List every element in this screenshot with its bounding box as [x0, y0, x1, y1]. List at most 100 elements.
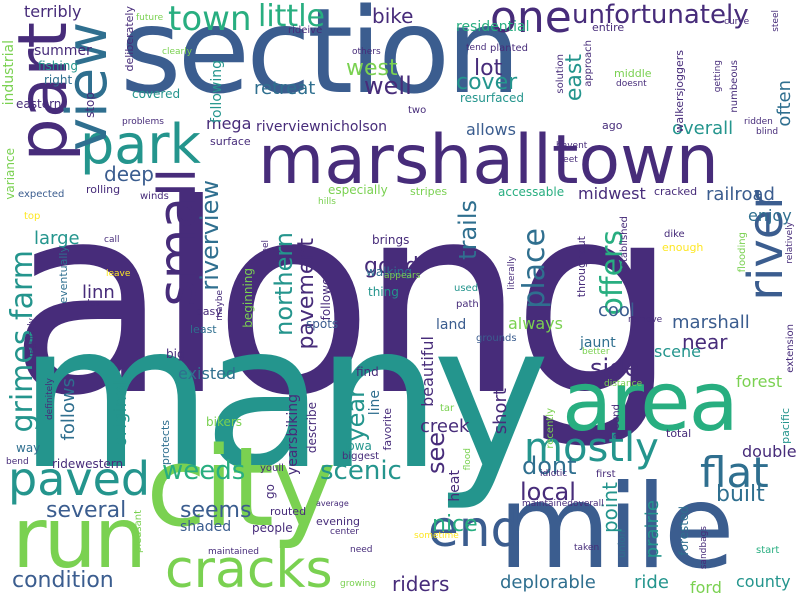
word-iowa: iowa [344, 439, 372, 453]
word-lot: lot [474, 56, 503, 81]
word-paved: paved [8, 452, 151, 506]
word-curve: curve [724, 17, 750, 27]
word-walking: walking [366, 265, 413, 279]
word-cracked: cracked [654, 185, 698, 198]
word-short: short [490, 388, 511, 435]
word-biggest: biggest [342, 451, 380, 462]
word-getting: getting [713, 60, 723, 93]
word-eventually: eventually [57, 246, 70, 304]
word-beautiful: beautiful [418, 336, 437, 407]
word-maintained: maintained [208, 547, 259, 557]
word-rideive: rideive [288, 25, 323, 36]
word-better: better [582, 347, 610, 357]
word-find: find [356, 365, 379, 379]
word-least: least [190, 323, 217, 336]
word-poles: poles [76, 299, 100, 309]
word-fishing: fishing [38, 59, 78, 73]
word-need: need [350, 545, 373, 555]
word-large: large [34, 228, 80, 249]
word-used: used [454, 283, 479, 294]
word-northern: northern [270, 232, 298, 336]
word-ridewestern: ridewestern [52, 457, 124, 471]
word-condition: condition [12, 568, 114, 593]
word-blind: blind [756, 127, 779, 137]
word-many: many [18, 281, 550, 514]
word-built: built [716, 482, 765, 507]
word-hills: hills [318, 197, 336, 207]
word-first: first [596, 469, 616, 480]
word-rolling: rolling [86, 183, 121, 196]
word-industrial: industrial [1, 40, 17, 106]
word-riders: riders [392, 572, 450, 596]
word-havent: havent [556, 141, 588, 151]
word-cover: cover [456, 70, 518, 95]
word-youll: youll [260, 463, 284, 474]
word-often: often [774, 80, 795, 127]
word-way: way [16, 441, 41, 455]
word-go: go [263, 484, 277, 499]
word-union: union [617, 530, 628, 558]
word-doesnt: doesnt [616, 79, 647, 89]
word-throughout: throughout [575, 236, 588, 298]
word-routed: routed [270, 505, 307, 518]
word-linn: linn [82, 282, 115, 303]
word-good: good [364, 254, 419, 279]
word-two: two [408, 105, 427, 116]
word-evening: evening [316, 515, 361, 528]
word-trails: trails [454, 200, 482, 260]
word-little: little [258, 0, 325, 34]
word-total: total [666, 427, 692, 440]
word-maybe: maybe [215, 290, 225, 321]
word-entire: entire [592, 21, 625, 34]
word-walkersjoggers: walkersjoggers [673, 50, 686, 133]
word-expected: expected [18, 189, 65, 200]
word-winds: winds [140, 191, 169, 202]
word-scene: scene [654, 342, 701, 361]
word-deplorable: deplorable [500, 572, 596, 593]
word-marshall: marshall [672, 312, 750, 333]
word-city: city [146, 423, 336, 551]
word-dont: dont [522, 452, 577, 480]
word-following: following [209, 60, 225, 123]
word-place: place [517, 228, 552, 309]
word-allows: allows [466, 120, 516, 139]
word-appears: appears [384, 271, 421, 281]
word-protects: protects [159, 420, 172, 466]
word-near: near [682, 330, 728, 354]
word-flood: flood [463, 448, 473, 471]
word-pleasant: pleasant [133, 510, 144, 554]
word-heat: heat [447, 470, 463, 502]
word-especially: especially [328, 183, 388, 197]
word-right: right [44, 73, 73, 87]
word-year: year [342, 388, 370, 442]
word-mostly: mostly [524, 425, 659, 471]
word-ride: ride [634, 572, 669, 593]
word-cracks: cracks [165, 540, 333, 600]
word-regularly: regularly [27, 318, 37, 358]
word-west: west [346, 56, 398, 81]
word-pacific: pacific [779, 408, 792, 444]
word-marshalltown: marshalltown [258, 121, 719, 200]
word-midwest: midwest [578, 184, 646, 203]
word-railroad: railroad [706, 184, 775, 205]
word-line: line [367, 390, 383, 416]
word-path: path [456, 299, 479, 310]
word-average: average [316, 499, 349, 508]
word-ford: ford [690, 578, 722, 597]
word-people: people [252, 521, 293, 535]
word-tar: tar [440, 403, 455, 414]
word-scenic: scenic [320, 456, 402, 486]
word-nice: nice [432, 512, 478, 537]
word-several: several [46, 498, 127, 523]
word-steel: steel [771, 10, 781, 32]
word-local: local [520, 478, 576, 506]
word-cool: cool [598, 300, 635, 321]
word-start: start [756, 545, 780, 556]
word-mile: mile [498, 460, 735, 595]
word-ago: ago [602, 119, 623, 132]
word-residential: residential [456, 19, 530, 35]
word-stop: stop [83, 92, 97, 118]
word-along: along [8, 148, 678, 453]
word-stripes: stripes [410, 185, 448, 198]
word-sandbags: sandbags [699, 526, 709, 570]
